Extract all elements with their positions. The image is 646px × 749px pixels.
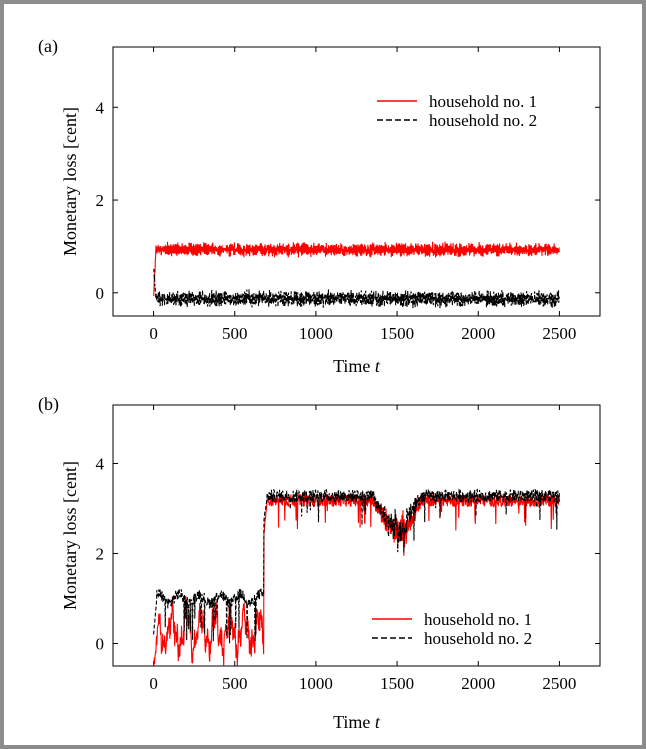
x-tick-label: 2000 (461, 674, 495, 693)
legend-label-1: household no. 1 (429, 92, 537, 111)
panel-label: (b) (38, 394, 59, 415)
series-layer (153, 488, 560, 666)
legend-label-2: household no. 2 (424, 629, 532, 648)
legend-label-1: household no. 1 (424, 610, 532, 629)
x-axis-label: Time t (333, 712, 381, 732)
plot-area-border (112, 46, 601, 317)
y-tick-label: 2 (96, 545, 105, 564)
series-line-2 (153, 488, 560, 644)
x-axis-label-text: Time (333, 356, 375, 376)
y-tick-label: 4 (96, 98, 105, 117)
y-tick-label: 2 (96, 191, 105, 210)
y-tick-label: 0 (96, 284, 105, 303)
chart-panel-b: (b) 0 500 1000 1500 2000 2500 0 2 4 Time t Monetary… (38, 394, 601, 732)
y-axis-label: Monetary loss [cent] (60, 107, 80, 256)
y-tick-label: 4 (96, 455, 105, 474)
chart-panel-a: (a) 0 500 1000 1500 2000 2500 0 2 4 Time t Monetary… (38, 36, 601, 376)
x-axis-label-variable: t (375, 356, 381, 376)
x-axis-label-text: Time (333, 712, 375, 732)
x-tick-label: 1000 (299, 674, 333, 693)
y-axis-label: Monetary loss [cent] (60, 461, 80, 610)
x-tick-label: 1000 (299, 324, 333, 343)
y-tick-label: 0 (96, 635, 105, 654)
x-tick-label: 0 (149, 674, 158, 693)
x-tick-label: 2000 (461, 324, 495, 343)
legend-label-2: household no. 2 (429, 111, 537, 130)
x-tick-label: 1500 (380, 674, 414, 693)
plot-area-border (112, 404, 601, 667)
x-tick-label: 0 (149, 324, 158, 343)
x-axis-label-variable: t (375, 712, 381, 732)
x-axis-label: Time t (333, 356, 381, 376)
panel-label: (a) (38, 36, 58, 57)
series-line-2 (153, 268, 560, 309)
x-tick-label: 2500 (542, 674, 576, 693)
x-tick-label: 1500 (380, 324, 414, 343)
x-tick-label: 500 (222, 324, 248, 343)
series-line-1 (153, 241, 560, 297)
series-layer (153, 241, 560, 309)
x-tick-label: 500 (222, 674, 248, 693)
x-tick-label: 2500 (542, 324, 576, 343)
